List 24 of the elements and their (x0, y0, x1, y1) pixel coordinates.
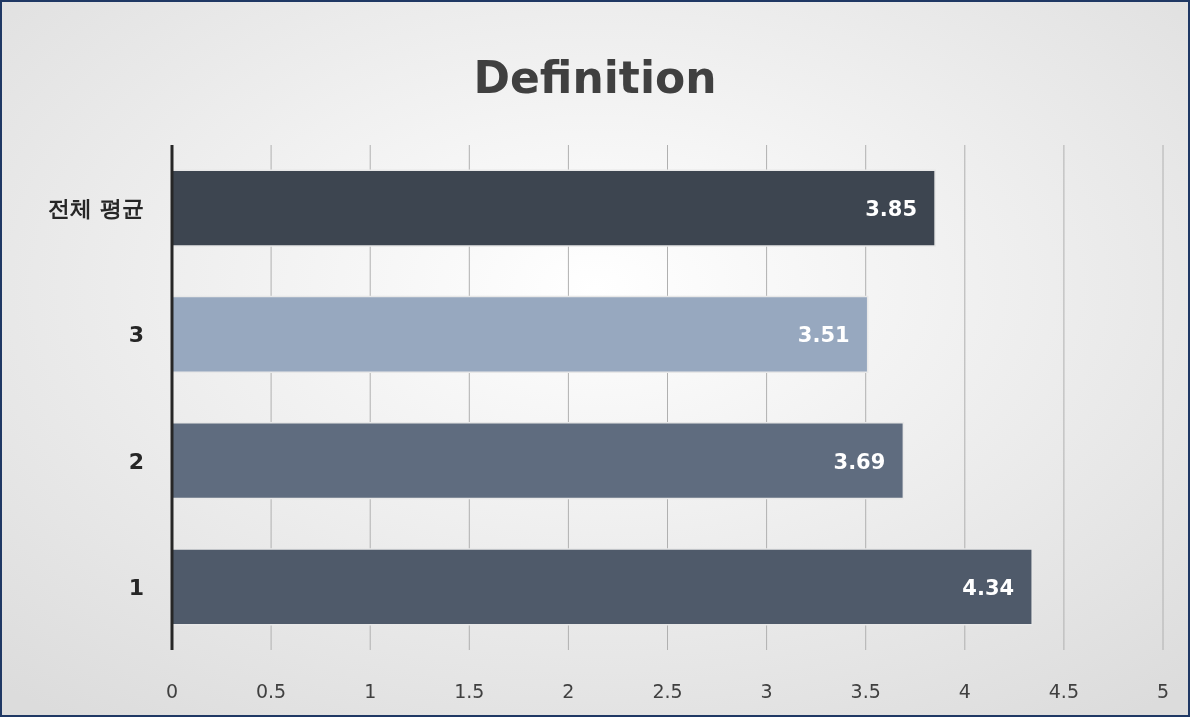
bar (171, 295, 869, 373)
y-tick-label: 1 (128, 574, 144, 600)
y-tick-label: 2 (128, 448, 144, 474)
data-label: 4.34 (962, 575, 1015, 600)
data-label: 3.85 (865, 197, 918, 222)
data-label: 3.69 (833, 449, 886, 474)
x-tick-label: 1 (364, 680, 377, 702)
bar (171, 422, 905, 500)
x-tick-label: 3 (760, 680, 773, 702)
bar (171, 169, 936, 247)
x-tick-label: 4.5 (1048, 680, 1080, 702)
x-tick-label: 5 (1156, 680, 1170, 702)
x-tick-label: 2.5 (652, 680, 683, 702)
x-tick-label: 3.5 (850, 680, 881, 702)
chart-title: Definition (473, 52, 717, 103)
x-tick-label: 1.5 (454, 680, 485, 702)
x-tick-label: 0 (165, 680, 179, 702)
x-tick-label: 4 (958, 680, 971, 702)
x-tick-label: 0.5 (255, 680, 287, 702)
bar (171, 548, 1033, 626)
data-label: 3.51 (797, 323, 850, 348)
x-tick-label: 2 (562, 680, 575, 702)
y-tick-label: 3 (128, 322, 144, 348)
y-tick-label: 전체 평균 (48, 196, 144, 222)
